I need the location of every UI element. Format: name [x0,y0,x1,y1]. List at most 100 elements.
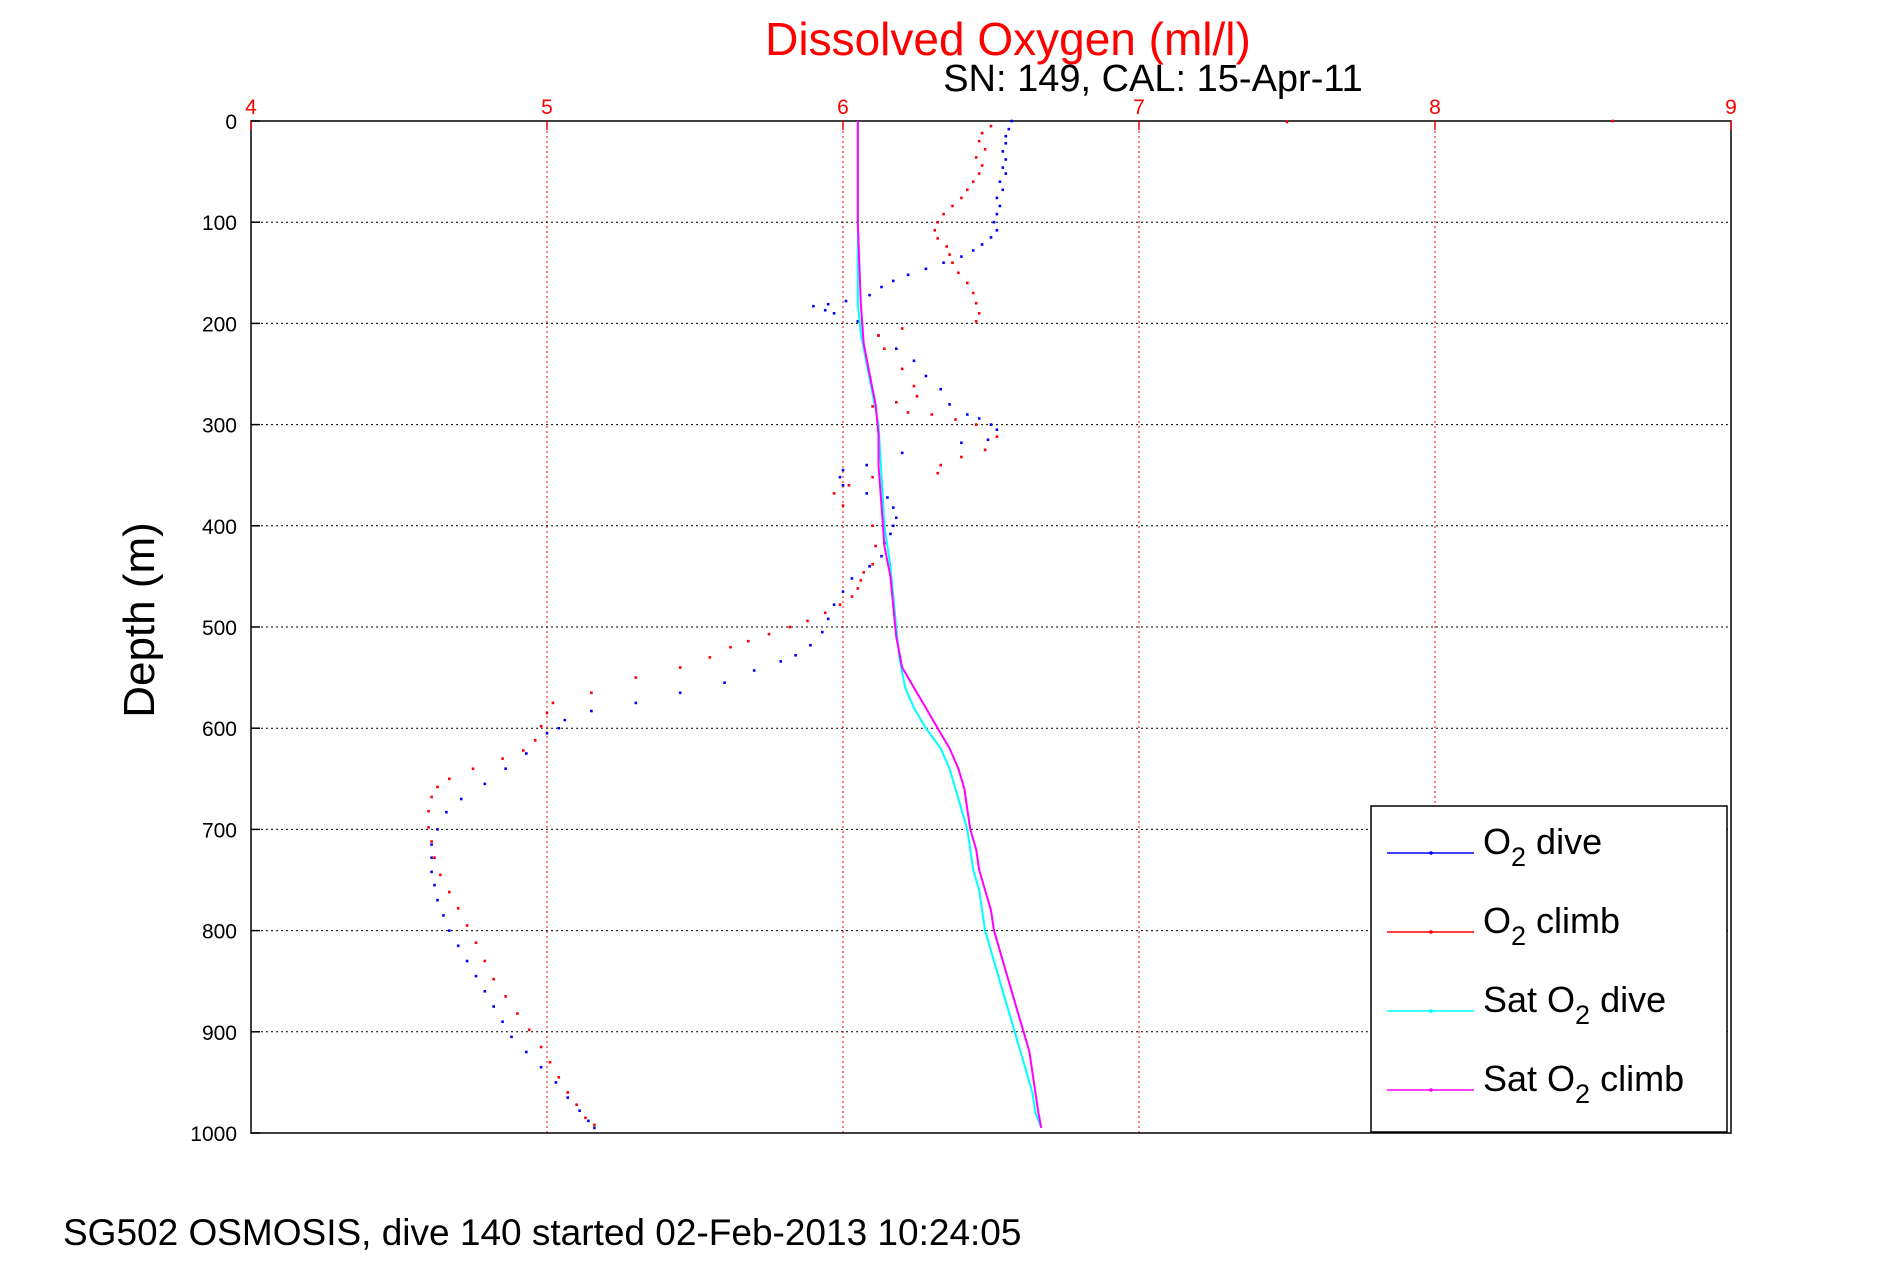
data-point [483,959,487,963]
y-tick-label: 500 [202,617,237,640]
data-point [525,752,528,755]
data-point [430,795,433,799]
data-point [948,403,951,406]
data-point [723,681,726,684]
data-point [960,196,963,200]
legend-label: Sat O2 dive [1483,979,1666,1030]
y-tick-label: 0 [225,111,237,134]
x-tick-label: 6 [837,96,849,119]
data-point [708,656,712,659]
legend-marker [1429,1009,1433,1013]
data-point [566,1096,569,1099]
data-point [442,914,445,917]
data-point [868,293,871,297]
x-axis-ticks: 4 5 6 7 8 9 [245,96,1737,130]
data-point [439,873,442,877]
data-point [980,243,984,246]
data-point [892,524,895,528]
data-point [554,1081,558,1084]
data-point [826,302,830,306]
legend-label: Sat O2 climb [1483,1058,1684,1109]
y-tick-label: 800 [202,921,237,944]
data-point [945,245,948,248]
data-point [886,496,889,499]
legend-item: Sat O2 dive [1387,979,1666,1030]
chart-title: Dissolved Oxygen (ml/l) [765,13,1251,65]
data-point [847,484,851,487]
data-point [474,974,478,978]
data-point [936,220,939,224]
data-point [942,212,945,216]
dive-info-footer: SG502 OSMOSIS, dive 140 started 02-Feb-2… [63,1212,1022,1253]
data-point [634,701,638,705]
data-point [779,660,783,663]
x-tick-label: 9 [1725,96,1737,119]
data-point [895,347,898,350]
y-tick-label: 200 [202,313,237,336]
data-point [856,320,860,323]
legend: O2 dive O2 climb Sat O2 dive Sat O2 climb [1370,805,1728,1133]
y-axis-ticks: 0 100 200 300 400 500 600 700 800 900 1000 [190,111,260,1146]
data-point [989,124,993,128]
data-point [430,856,433,859]
data-point [474,941,478,944]
data-point [841,468,845,472]
data-point [980,164,984,167]
data-point [1001,166,1005,169]
data-point [465,959,469,963]
data-point [912,384,916,388]
data-point [584,1116,587,1120]
data-point [838,475,842,479]
data-point [430,840,433,843]
data-point [874,544,877,548]
data-point [951,261,954,264]
legend-item: Sat O2 climb [1387,1058,1684,1109]
y-tick-label: 1000 [190,1123,237,1146]
y-tick-label: 300 [202,415,237,438]
data-point [545,711,549,715]
data-point [989,236,993,239]
data-point [557,1076,561,1079]
data-point [995,428,999,431]
data-point [906,411,910,414]
data-point [821,630,824,634]
data-point [986,438,990,442]
data-point [548,1060,552,1064]
data-point [492,1005,495,1008]
data-point [966,188,969,192]
data-point [974,301,978,305]
data-point [859,579,863,582]
data-point [501,1020,504,1023]
data-point [794,654,797,657]
data-point [1285,120,1289,124]
legend-label: O2 climb [1483,900,1620,951]
data-point [948,253,951,256]
data-point [436,785,439,789]
legend-item: O2 dive [1387,821,1602,872]
data-point [892,506,895,509]
data-point [747,639,750,643]
data-point [1001,150,1005,153]
data-point [522,749,525,752]
data-point [992,220,996,224]
data-point [809,643,812,647]
data-point [1611,119,1614,123]
x-tick-label: 4 [245,96,257,119]
data-point [634,676,638,679]
data-point [566,1091,569,1094]
legend-marker [1429,851,1433,855]
data-point [924,267,928,271]
data-point [516,1012,519,1015]
data-point [575,1103,578,1106]
data-point [844,299,848,303]
data-point [954,418,957,421]
data-point [895,516,898,519]
legend-marker [1429,1088,1433,1092]
series-sat-o2-dive [856,121,1043,1129]
data-point [977,172,981,175]
data-point [995,212,999,216]
data-point [939,387,942,391]
data-point [862,571,865,574]
data-point [841,504,845,507]
